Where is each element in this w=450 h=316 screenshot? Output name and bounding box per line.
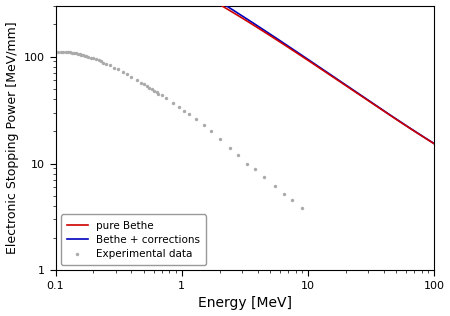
Experimental data <box>288 197 296 202</box>
Experimental data <box>181 108 188 113</box>
Experimental data <box>261 174 268 179</box>
Experimental data <box>93 57 100 62</box>
Experimental data <box>200 122 207 127</box>
Experimental data <box>114 67 121 72</box>
Experimental data <box>106 63 113 68</box>
Experimental data <box>148 86 155 91</box>
Experimental data <box>216 136 223 141</box>
Experimental data <box>271 183 279 188</box>
Experimental data <box>153 89 161 94</box>
Experimental data <box>226 145 233 150</box>
Bethe + corrections <box>431 142 436 145</box>
Bethe + corrections <box>237 12 242 16</box>
Experimental data <box>298 206 306 211</box>
pure Bethe <box>237 15 243 18</box>
Experimental data <box>207 129 214 134</box>
Experimental data <box>79 53 86 58</box>
Line: Bethe + corrections: Bethe + corrections <box>55 0 434 143</box>
Experimental data <box>193 117 200 122</box>
Experimental data <box>78 52 85 57</box>
Experimental data <box>102 61 109 66</box>
Experimental data <box>234 153 242 158</box>
Experimental data <box>98 59 105 64</box>
Experimental data <box>251 167 258 172</box>
Experimental data <box>90 56 97 61</box>
Experimental data <box>169 100 176 105</box>
Experimental data <box>66 50 73 55</box>
Experimental data <box>138 80 145 85</box>
Experimental data <box>140 82 147 87</box>
Experimental data <box>154 91 162 96</box>
Experimental data <box>87 55 94 60</box>
Experimental data <box>95 58 102 63</box>
X-axis label: Energy [MeV]: Energy [MeV] <box>198 296 292 310</box>
pure Bethe <box>420 135 426 139</box>
Experimental data <box>70 51 77 56</box>
Experimental data <box>74 51 81 56</box>
Experimental data <box>100 60 107 65</box>
Experimental data <box>54 50 62 55</box>
Experimental data <box>59 49 67 54</box>
pure Bethe <box>431 142 436 146</box>
Experimental data <box>133 78 140 83</box>
Experimental data <box>68 50 76 55</box>
Experimental data <box>162 95 170 100</box>
Experimental data <box>145 85 153 90</box>
Experimental data <box>64 49 72 54</box>
pure Bethe <box>351 89 356 93</box>
Experimental data <box>243 161 251 166</box>
Legend: pure Bethe, Bethe + corrections, Experimental data: pure Bethe, Bethe + corrections, Experim… <box>61 215 207 265</box>
Experimental data <box>110 65 117 70</box>
Experimental data <box>150 88 158 93</box>
Experimental data <box>72 51 80 56</box>
Bethe + corrections <box>420 135 426 138</box>
Experimental data <box>175 104 182 109</box>
Experimental data <box>186 112 193 117</box>
pure Bethe <box>420 135 426 139</box>
Experimental data <box>281 191 288 197</box>
Experimental data <box>143 83 150 88</box>
Experimental data <box>62 49 69 54</box>
Experimental data <box>81 53 88 58</box>
Experimental data <box>83 54 90 59</box>
pure Bethe <box>227 9 232 12</box>
Bethe + corrections <box>420 135 426 138</box>
Experimental data <box>128 75 135 80</box>
Experimental data <box>84 54 91 59</box>
Experimental data <box>57 49 64 54</box>
Y-axis label: Electronic Stopping Power [MeV/mm]: Electronic Stopping Power [MeV/mm] <box>5 22 18 254</box>
Experimental data <box>158 92 166 97</box>
Experimental data <box>76 52 83 57</box>
Bethe + corrections <box>227 6 232 10</box>
Bethe + corrections <box>351 88 356 92</box>
Line: pure Bethe: pure Bethe <box>55 0 434 144</box>
Experimental data <box>119 69 126 74</box>
Experimental data <box>124 72 131 77</box>
